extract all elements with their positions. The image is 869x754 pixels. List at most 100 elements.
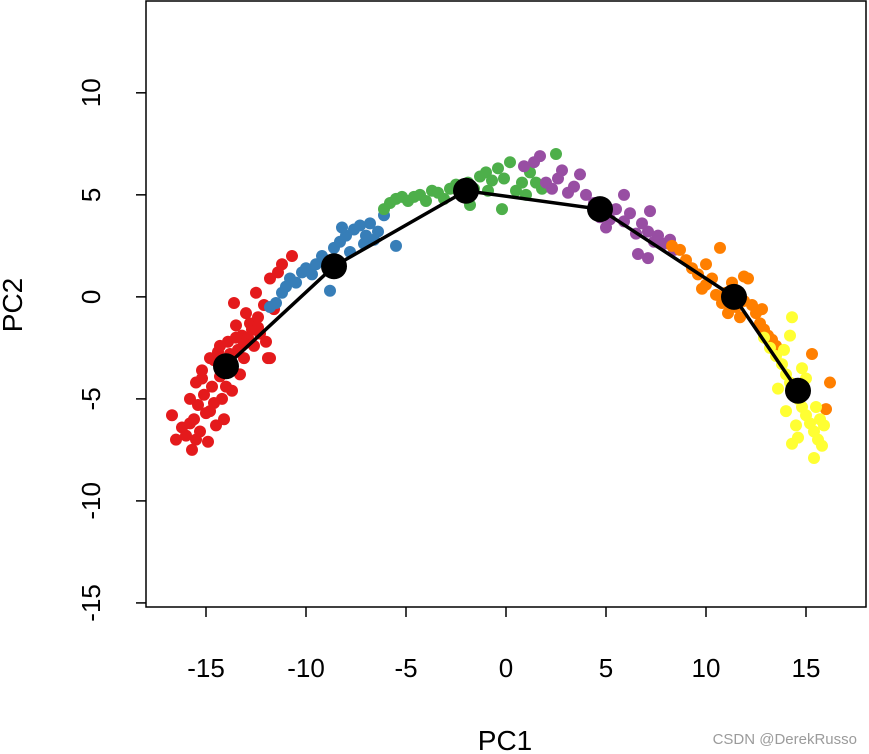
data-point xyxy=(580,188,592,201)
data-point xyxy=(260,335,272,348)
data-point xyxy=(820,403,832,416)
data-point xyxy=(642,225,654,238)
data-point xyxy=(496,203,508,216)
data-point xyxy=(206,380,218,393)
data-point xyxy=(264,352,276,365)
data-point xyxy=(198,388,210,401)
data-point xyxy=(228,296,240,309)
data-point xyxy=(786,311,798,324)
data-point xyxy=(808,452,820,465)
data-point xyxy=(252,321,264,334)
data-point xyxy=(286,250,298,263)
data-point xyxy=(618,188,630,201)
data-point xyxy=(230,319,242,332)
data-point xyxy=(306,268,318,281)
data-point xyxy=(216,392,228,405)
data-point xyxy=(214,339,226,352)
data-point xyxy=(574,168,586,181)
data-point xyxy=(390,239,402,252)
data-point xyxy=(324,284,336,297)
data-point xyxy=(610,203,622,216)
y-tick-label: -5 xyxy=(76,387,106,410)
data-point xyxy=(516,176,528,189)
data-point xyxy=(772,382,784,395)
data-point xyxy=(738,270,750,283)
y-tick-label: -15 xyxy=(76,584,106,622)
watermark: CSDN @DerekRusso xyxy=(712,731,857,748)
data-point xyxy=(534,150,546,163)
data-point xyxy=(336,221,348,234)
data-point xyxy=(778,343,790,356)
data-point xyxy=(674,243,686,256)
data-point xyxy=(734,311,746,324)
data-point xyxy=(556,164,568,177)
data-point xyxy=(790,419,802,432)
data-point xyxy=(190,433,202,446)
data-point xyxy=(364,217,376,230)
y-tick-label: 10 xyxy=(76,78,106,107)
data-point xyxy=(780,405,792,418)
data-point xyxy=(250,286,262,299)
y-axis: -15 -10 -5 0 5 10 xyxy=(76,78,146,622)
curve-node xyxy=(321,253,347,280)
data-point xyxy=(180,429,192,442)
data-point xyxy=(518,160,530,173)
data-point xyxy=(814,413,826,426)
data-point xyxy=(824,376,836,389)
curve-node xyxy=(587,196,613,223)
data-point xyxy=(196,372,208,385)
data-point xyxy=(290,276,302,289)
data-point xyxy=(270,296,282,309)
data-point xyxy=(632,248,644,261)
data-point xyxy=(642,252,654,265)
data-point xyxy=(504,156,516,169)
data-point xyxy=(792,431,804,444)
x-tick-label: 10 xyxy=(692,653,721,683)
x-axis: -15 -10 -5 0 5 10 15 xyxy=(187,607,820,683)
x-axis-title: PC1 xyxy=(478,725,532,754)
data-point xyxy=(600,221,612,234)
principal-curve xyxy=(213,177,811,404)
data-point xyxy=(372,225,384,238)
y-tick-label: 0 xyxy=(76,290,106,304)
data-point xyxy=(714,241,726,254)
x-tick-label: -15 xyxy=(187,653,225,683)
x-tick-label: 15 xyxy=(792,653,821,683)
data-point xyxy=(796,362,808,375)
data-point xyxy=(204,405,216,418)
data-point xyxy=(810,401,822,414)
data-point xyxy=(202,435,214,448)
data-point xyxy=(240,307,252,320)
data-point xyxy=(756,303,768,316)
data-point xyxy=(218,413,230,426)
curve-line xyxy=(224,188,800,392)
x-tick-label: 5 xyxy=(599,653,613,683)
x-tick-label: -10 xyxy=(287,653,325,683)
x-tick-label: -5 xyxy=(394,653,417,683)
data-point xyxy=(166,409,178,422)
data-point xyxy=(806,347,818,360)
data-point xyxy=(624,207,636,220)
y-axis-title: PC2 xyxy=(0,278,28,332)
data-point xyxy=(188,413,200,426)
curve-node xyxy=(453,177,479,204)
data-point xyxy=(644,205,656,218)
data-point xyxy=(252,311,264,324)
data-point xyxy=(816,439,828,452)
y-tick-label: 5 xyxy=(76,188,106,202)
data-point xyxy=(238,352,250,365)
data-point xyxy=(784,329,796,342)
data-point xyxy=(226,384,238,397)
data-point xyxy=(550,148,562,161)
curve-node xyxy=(785,377,811,404)
data-point xyxy=(170,433,182,446)
data-point xyxy=(354,219,366,232)
data-point xyxy=(492,162,504,175)
curve-node xyxy=(213,353,239,380)
curve-node xyxy=(721,283,747,310)
data-point xyxy=(360,229,372,242)
data-point xyxy=(546,182,558,195)
y-tick-label: -10 xyxy=(76,482,106,520)
data-point xyxy=(700,258,712,271)
data-point xyxy=(186,443,198,456)
